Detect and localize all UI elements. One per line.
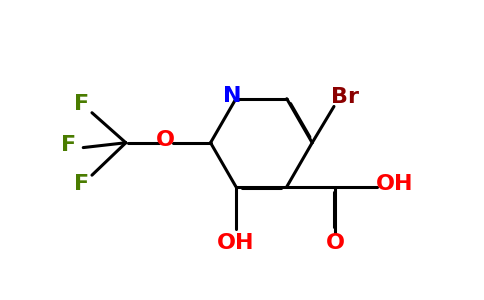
Text: Br: Br <box>331 87 359 107</box>
Text: OH: OH <box>217 233 255 254</box>
Text: F: F <box>61 135 76 155</box>
Text: N: N <box>223 86 242 106</box>
Text: O: O <box>156 130 175 150</box>
Text: OH: OH <box>376 174 413 194</box>
Text: F: F <box>74 174 89 194</box>
Text: O: O <box>326 233 345 254</box>
Text: F: F <box>74 94 89 114</box>
